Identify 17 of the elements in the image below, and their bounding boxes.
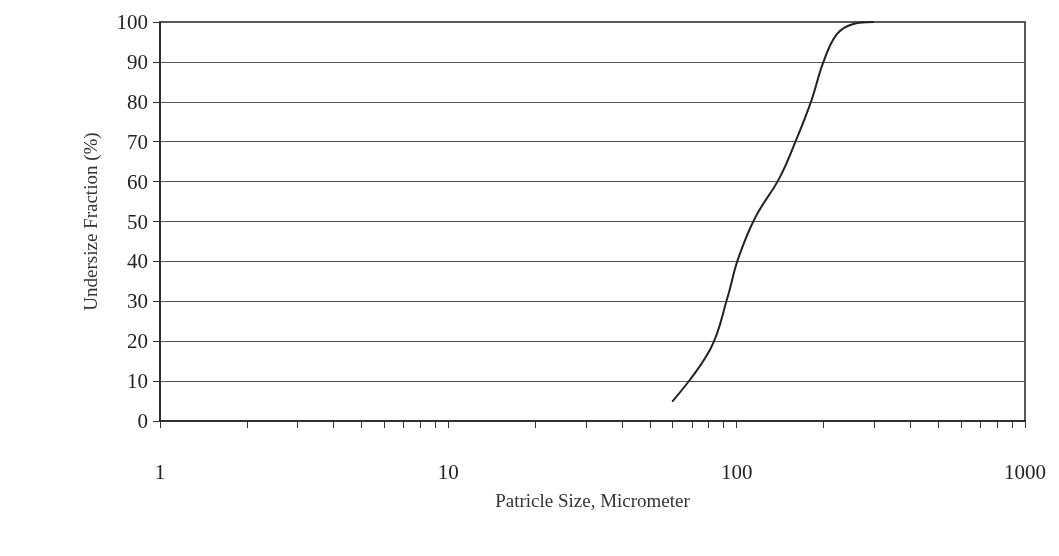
y-tick-label: 0 xyxy=(137,409,148,433)
y-tick-label: 60 xyxy=(127,169,148,194)
y-tick-label: 20 xyxy=(127,329,148,354)
x-tick-label: 1000 xyxy=(1004,459,1046,484)
y-axis-title: Undersize Fraction (%) xyxy=(80,132,102,311)
y-tick-label: 50 xyxy=(127,209,148,234)
x-tick-label: 10 xyxy=(437,459,459,484)
y-tick-label: 80 xyxy=(127,89,148,114)
y-tick-label: 40 xyxy=(127,249,148,274)
x-tick-label: 1 xyxy=(154,459,166,484)
y-tick-label: 70 xyxy=(127,129,148,154)
x-axis-title: Patricle Size, Micrometer xyxy=(495,490,691,511)
y-tick-label: 100 xyxy=(116,10,148,34)
y-tick-label: 90 xyxy=(127,49,148,74)
y-tick-label: 10 xyxy=(127,369,148,394)
x-tick-label: 100 xyxy=(720,459,753,484)
y-tick-label: 30 xyxy=(127,289,148,314)
